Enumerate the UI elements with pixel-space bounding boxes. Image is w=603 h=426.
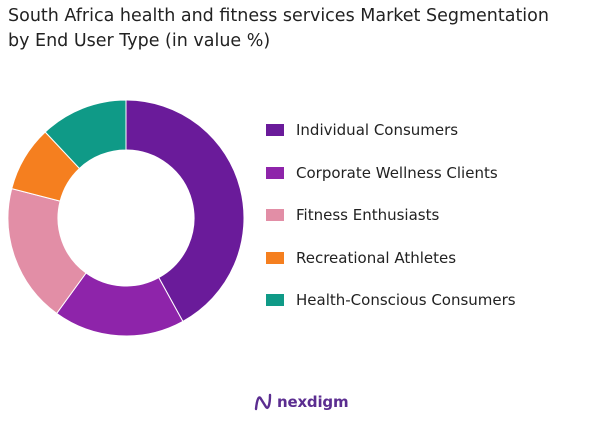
- legend-label: Individual Consumers: [296, 121, 459, 139]
- legend-swatch: [266, 166, 284, 179]
- nexdigm-logo: nexdigm: [253, 391, 349, 415]
- chart-title-line-1: South Africa health and fitness services…: [8, 6, 549, 26]
- chart-title: South Africa health and fitness services…: [8, 4, 598, 54]
- legend-swatch: [266, 251, 284, 264]
- nexdigm-logo-text: nexdigm: [277, 393, 349, 411]
- legend-label: Recreational Athletes: [296, 248, 457, 267]
- chart-title-line-2: by End User Type (in value %): [8, 31, 271, 51]
- legend-label: Fitness Enthusiasts: [296, 206, 440, 224]
- donut-slice-health-conscious-consumers: [44, 99, 127, 170]
- legend-label: Health-Conscious Consumers: [296, 291, 516, 309]
- nexdigm-logo-icon: [254, 393, 272, 411]
- legend-label: Corporate Wellness Clients: [296, 163, 498, 182]
- legend-swatch: [266, 209, 284, 221]
- legend-swatch: [266, 294, 284, 306]
- legend-swatch: [266, 124, 284, 136]
- donut-slice-individual-consumers: [125, 99, 245, 323]
